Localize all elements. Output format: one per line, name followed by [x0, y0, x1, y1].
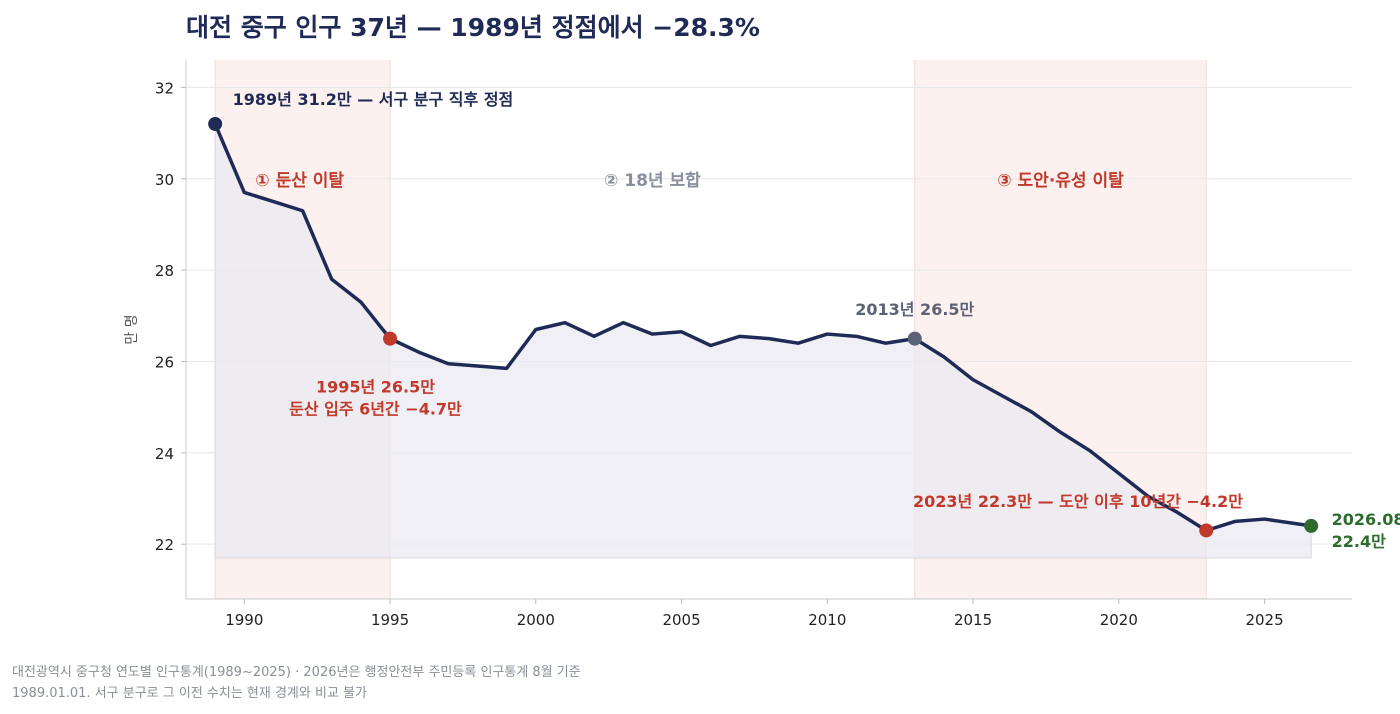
data-point-2018	[1059, 430, 1063, 434]
data-point-1999	[505, 366, 509, 370]
annotation-label-1-1: 1989년 31.2만 — 서구 분구 직후 정점	[233, 90, 514, 109]
data-point-2016	[1000, 394, 1004, 398]
x-tick-label-1990: 1990	[225, 611, 263, 629]
annotation-dot-4	[1199, 523, 1214, 538]
data-point-1996	[417, 350, 421, 354]
period-label-3: ③ 도안·유성 이탈	[997, 170, 1124, 191]
chart-title: 대전 중구 인구 37년 — 1989년 정점에서 −28.3%	[186, 13, 760, 42]
period-labels: ① 둔산 이탈 ② 18년 보합 ③ 도안·유성 이탈	[255, 170, 1124, 191]
data-point-2024	[1233, 519, 1237, 523]
data-point-1991	[271, 200, 275, 204]
data-point-2019	[1088, 449, 1092, 453]
annotation-dot-2	[383, 331, 398, 346]
data-point-2003	[621, 321, 625, 325]
data-point-2017	[1029, 410, 1033, 414]
data-point-2010	[825, 332, 829, 336]
data-point-1997	[446, 362, 450, 366]
x-tick-label-2000: 2000	[517, 611, 555, 629]
annotation-label-2-1: 1995년 26.5만	[316, 378, 435, 397]
data-point-2007	[738, 334, 742, 338]
data-point-2015	[971, 378, 975, 382]
y-axis-label: 만 명	[124, 314, 140, 344]
data-point-2022	[1175, 510, 1179, 514]
y-tick-label-24: 24	[155, 445, 174, 463]
y-tick-label-30: 30	[155, 171, 174, 189]
annotation-label-3-1: 2013년 26.5만	[855, 300, 974, 319]
x-tick-label-1995: 1995	[371, 611, 409, 629]
x-tick-label-2025: 2025	[1245, 611, 1283, 629]
x-tick-label-2010: 2010	[808, 611, 846, 629]
y-tick-label-28: 28	[155, 262, 174, 280]
data-point-1992	[301, 209, 305, 213]
data-point-2014	[942, 355, 946, 359]
annotation-label-2-2: 둔산 입주 6년간 −4.7만	[289, 400, 462, 419]
data-point-2012	[884, 341, 888, 345]
annotation-dot-1	[208, 116, 223, 131]
data-point-1990	[242, 190, 246, 194]
data-point-1998	[476, 364, 480, 368]
data-point-2006	[709, 343, 713, 347]
annotation-label-4-1: 2023년 22.3만 — 도안 이후 10년간 −4.2만	[913, 492, 1243, 511]
annotation-label-5-2: 22.4만	[1332, 532, 1386, 551]
annotation-label-5-1: 2026.08	[1332, 510, 1400, 529]
x-tick-label-2005: 2005	[662, 611, 700, 629]
data-point-2000	[534, 328, 538, 332]
y-tick-label-32: 32	[155, 79, 174, 97]
period-label-1: ① 둔산 이탈	[255, 170, 344, 191]
data-point-2009	[796, 341, 800, 345]
data-point-2025	[1263, 517, 1267, 521]
source-note-line-1: 대전광역시 중구청 연도별 인구통계(1989~2025) · 2026년은 행…	[12, 665, 581, 680]
annotation-dot-5	[1304, 518, 1319, 533]
data-point-2008	[767, 337, 771, 341]
data-point-2004	[650, 332, 654, 336]
annotation-dot-3	[907, 331, 922, 346]
data-point-2001	[563, 321, 567, 325]
axes: 22 24 26 28 30 32 1990 1995 2000 2005 2010 2015 2020…	[124, 60, 1352, 629]
y-tick-label-22: 22	[155, 536, 174, 554]
x-tick-label-2015: 2015	[954, 611, 992, 629]
data-point-1994	[359, 300, 363, 304]
data-point-2020	[1117, 471, 1121, 475]
data-point-2011	[854, 334, 858, 338]
data-point-2005	[680, 330, 684, 334]
data-point-1993	[330, 277, 334, 281]
source-note-line-2: 1989.01.01. 서구 분구로 그 이전 수치는 현재 경계와 비교 불가	[12, 686, 367, 701]
period-label-2: ② 18년 보합	[604, 170, 701, 191]
x-tick-label-2020: 2020	[1100, 611, 1138, 629]
data-point-2002	[592, 334, 596, 338]
y-tick-label-26: 26	[155, 353, 174, 371]
